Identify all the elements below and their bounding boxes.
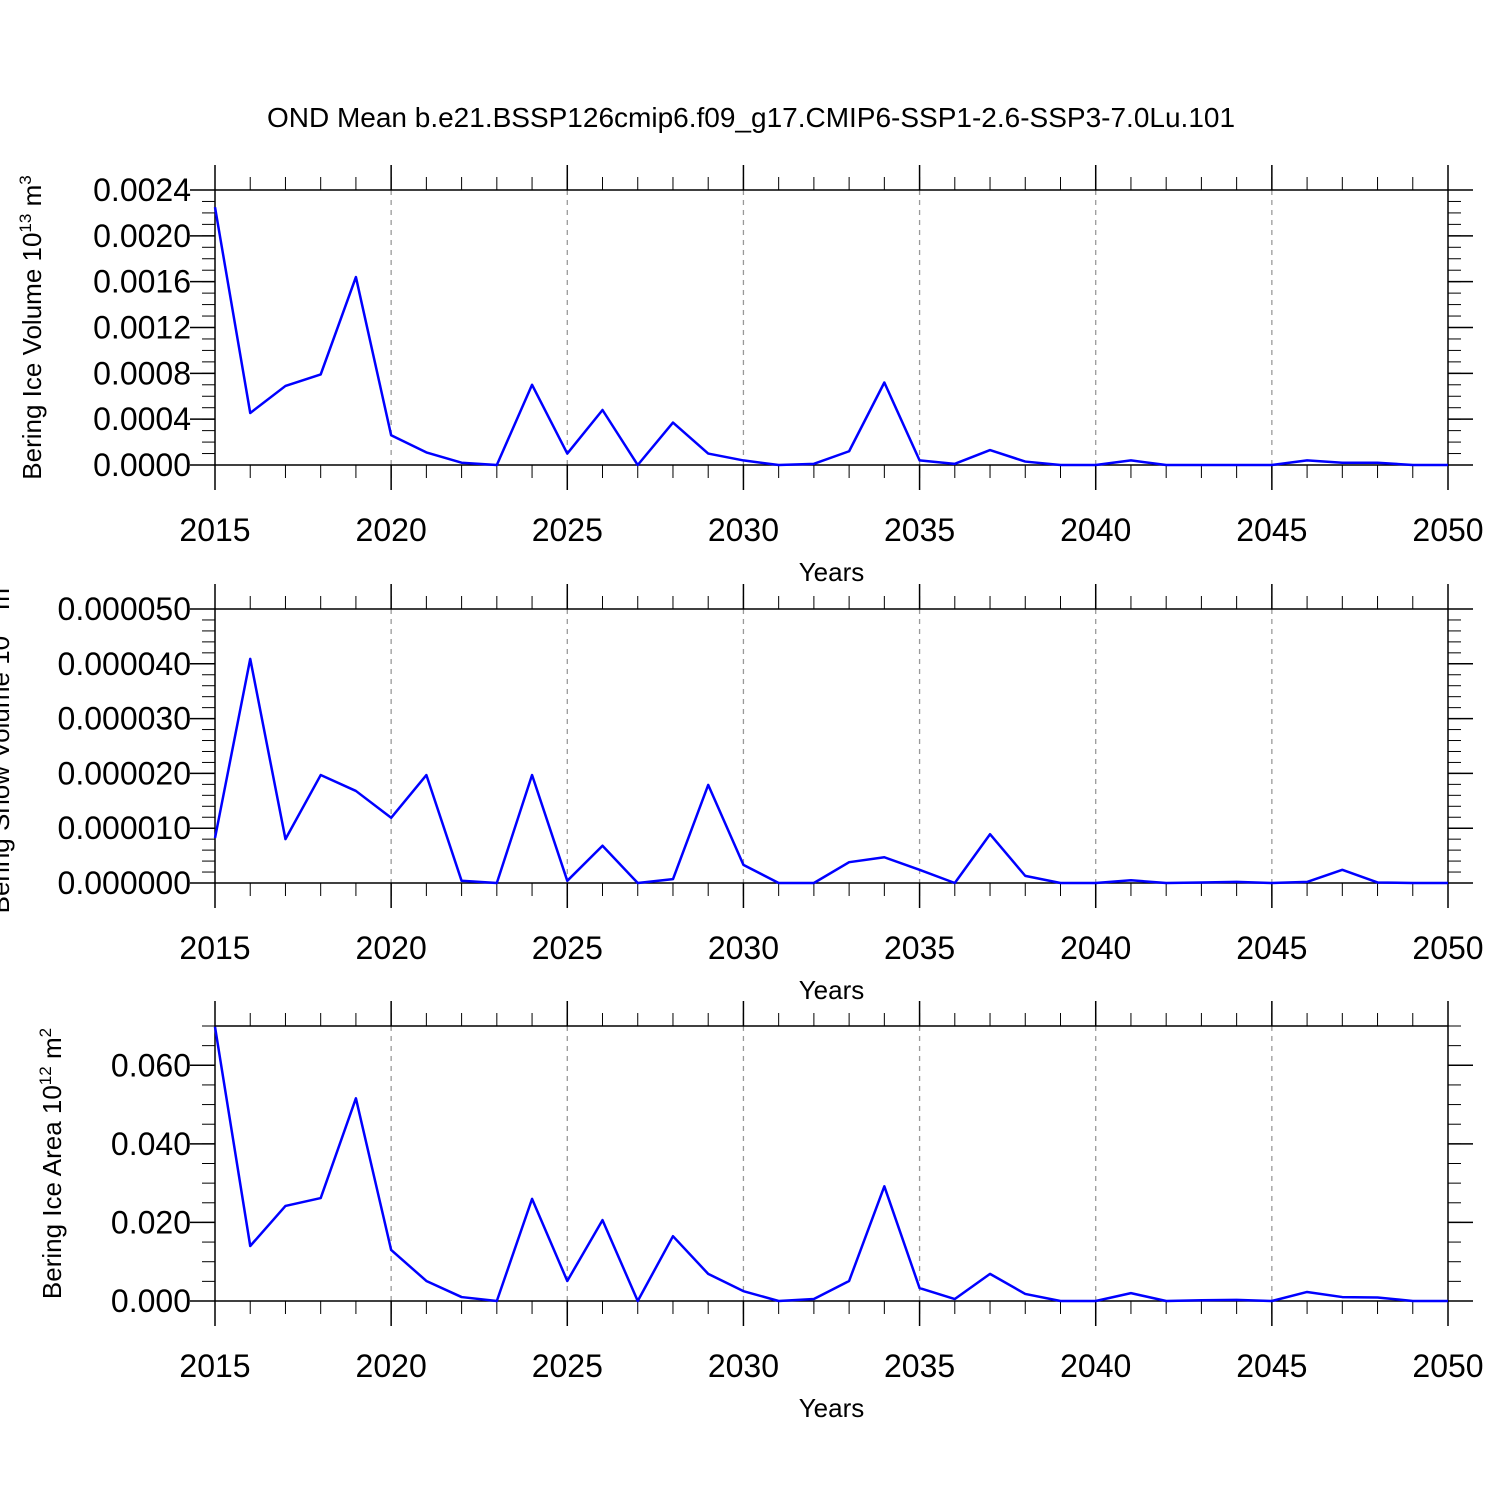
chart-title: OND Mean b.e21.BSSP126cmip6.f09_g17.CMIP… xyxy=(267,102,1235,133)
x-axis-label: Years xyxy=(799,1393,865,1423)
y-tick-label: 0.040 xyxy=(111,1126,191,1162)
y-tick-label: 0.0020 xyxy=(93,218,191,254)
data-line xyxy=(213,657,1448,885)
x-tick-label: 2025 xyxy=(532,512,603,548)
x-tick-label: 2015 xyxy=(179,512,250,548)
data-line xyxy=(213,206,1448,467)
x-tick-label: 2035 xyxy=(884,930,955,966)
y-axis-label: Bering Ice Volume 1013 m3 xyxy=(16,175,47,479)
x-tick-label: 2050 xyxy=(1412,512,1483,548)
x-tick-label: 2030 xyxy=(708,512,779,548)
x-tick-label: 2015 xyxy=(179,930,250,966)
y-tick-label: 0.020 xyxy=(111,1204,191,1240)
y-axis-label-exp: 12 xyxy=(36,1066,55,1085)
x-tick-label: 2025 xyxy=(532,1348,603,1384)
y-axis-label-text: Bering Snow Volume 10 xyxy=(0,636,15,914)
x-tick-label: 2040 xyxy=(1060,512,1131,548)
x-tick-label: 2020 xyxy=(356,1348,427,1384)
y-axis-label-unit: m xyxy=(37,1037,67,1066)
y-tick-label: 0.0012 xyxy=(93,310,191,346)
x-tick-label: 2035 xyxy=(884,1348,955,1384)
y-tick-label: 0.000010 xyxy=(58,810,191,846)
y-tick-label: 0.000050 xyxy=(58,591,191,627)
y-tick-label: 0.0016 xyxy=(93,264,191,300)
plot-frame xyxy=(214,189,1449,466)
x-tick-label: 2025 xyxy=(532,930,603,966)
x-tick-label: 2045 xyxy=(1236,930,1307,966)
x-tick-label: 2030 xyxy=(708,930,779,966)
y-axis-label-unit: m xyxy=(17,185,47,214)
x-tick-label: 2020 xyxy=(356,930,427,966)
y-axis-label-exp: 13 xyxy=(0,617,3,636)
y-axis-label: Bering Snow Volume 1013 m3 xyxy=(0,579,15,914)
panel: OND Mean b.e21.BSSP126cmip6.f09_g17.CMIP… xyxy=(16,102,1484,587)
x-tick-label: 2050 xyxy=(1412,1348,1483,1384)
y-axis-label-unit: m xyxy=(0,588,15,617)
x-tick-label: 2035 xyxy=(884,512,955,548)
x-tick-label: 2015 xyxy=(179,1348,250,1384)
x-tick-label: 2040 xyxy=(1060,1348,1131,1384)
x-tick-label: 2045 xyxy=(1236,512,1307,548)
y-axis-label-text: Bering Ice Area 10 xyxy=(37,1085,67,1299)
x-tick-label: 2040 xyxy=(1060,930,1131,966)
y-tick-label: 0.000000 xyxy=(58,865,191,901)
y-tick-label: 0.0008 xyxy=(93,355,191,391)
y-axis-label: Bering Ice Area 1012 m2 xyxy=(36,1028,67,1299)
x-tick-label: 2045 xyxy=(1236,1348,1307,1384)
x-axis-label: Years xyxy=(799,557,865,587)
y-tick-label: 0.000040 xyxy=(58,646,191,682)
y-axis-label-unit-exp: 2 xyxy=(36,1028,55,1037)
y-tick-label: 0.0000 xyxy=(93,447,191,483)
data-line xyxy=(213,1026,1448,1303)
x-tick-label: 2030 xyxy=(708,1348,779,1384)
panel: 2015 2020 2025 2030 2035 2040 2045 2050 Years 0.0… xyxy=(36,1001,1484,1423)
x-axis-label: Years xyxy=(799,975,865,1005)
y-tick-label: 0.060 xyxy=(111,1047,191,1083)
y-tick-label: 0.0024 xyxy=(93,172,191,208)
y-tick-label: 0.000030 xyxy=(58,701,191,737)
y-tick-label: 0.000 xyxy=(111,1283,191,1319)
plot-frame xyxy=(214,608,1449,884)
y-axis-label-exp: 13 xyxy=(16,214,35,233)
y-axis-label-unit-exp: 3 xyxy=(0,579,3,588)
x-tick-label: 2050 xyxy=(1412,930,1483,966)
y-tick-label: 0.000020 xyxy=(58,755,191,791)
panel: 2015 2020 2025 2030 2035 2040 2045 2050 Years 0.0… xyxy=(0,579,1484,1005)
plot-frame xyxy=(214,1025,1449,1302)
x-tick-label: 2020 xyxy=(356,512,427,548)
y-axis-label-unit-exp: 3 xyxy=(16,175,35,184)
y-axis-label-text: Bering Ice Volume 10 xyxy=(17,233,47,480)
y-tick-label: 0.0004 xyxy=(93,401,191,437)
